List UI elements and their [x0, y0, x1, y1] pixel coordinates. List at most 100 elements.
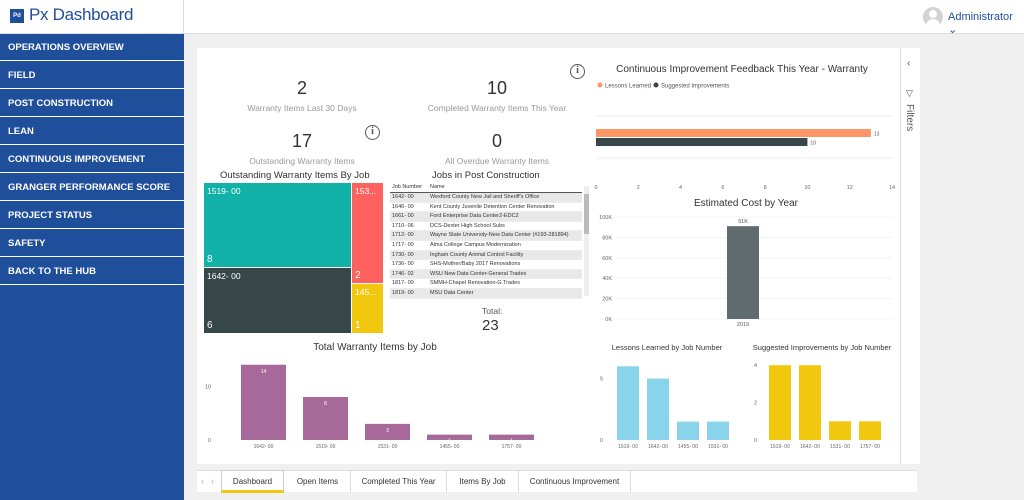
treemap-tile[interactable]: 145... 1 — [352, 284, 383, 333]
x-tick-label: 1757- 00 — [860, 444, 880, 450]
filters-label[interactable]: Filters — [904, 104, 915, 132]
kpi-completed-this-year[interactable]: 10 Completed Warranty Items This Year — [422, 78, 572, 113]
warranty-by-job-chart[interactable]: Total Warranty Items by Job 0 10 1642- 00… — [197, 340, 577, 458]
tile-value: 6 — [207, 320, 213, 331]
sidebar-item-post-construction[interactable]: POST CONSTRUCTION — [0, 90, 184, 117]
table-cell: SMMH-Chapel Renovation-G.Trades — [430, 280, 520, 287]
tile-label: 1519- 00 — [207, 186, 241, 196]
app-title: Px Dashboard — [29, 5, 134, 24]
legend-entry[interactable]: Lessons Learned — [605, 84, 651, 90]
kpi-overdue-warranty[interactable]: 0 All Overdue Warranty Items — [422, 131, 572, 166]
x-tick-label: 2019 — [737, 322, 749, 328]
chart-bar[interactable] — [799, 365, 821, 440]
chart-bar[interactable] — [596, 138, 808, 146]
table-row[interactable]: 1642- 00 Wexford County New Jail and Sher… — [390, 193, 582, 203]
table-row[interactable]: 1746- 02 WSU New Data Center-General Trad… — [390, 269, 582, 280]
table-row[interactable]: 1661- 00 Ford Enterprise Data Center2-EDC… — [390, 212, 582, 222]
chart-bar[interactable] — [647, 378, 669, 440]
sidebar-item-lean[interactable]: LEAN — [0, 118, 184, 145]
kpi-label: All Overdue Warranty Items — [444, 156, 550, 166]
x-tick-label: 1531- 00 — [378, 444, 398, 450]
chart-bar[interactable] — [677, 421, 699, 440]
x-tick-label: 1642- 00 — [800, 444, 820, 450]
table-cell: MSU Data Center — [430, 289, 474, 296]
y-tick-label: 2 — [754, 401, 757, 407]
sidebar-item-granger-performance-score[interactable]: GRANGER PERFORMANCE SCORE — [0, 174, 184, 201]
cost-chart[interactable]: Estimated Cost by Year 0K 20K 40K 60K 80K 100… — [592, 196, 900, 331]
info-icon[interactable]: i — [570, 64, 585, 79]
tab-continuous-improvement[interactable]: Continuous Improvement — [519, 471, 631, 493]
feedback-chart[interactable]: Continuous Improvement Feedback This Yea… — [592, 56, 900, 196]
chart-bar[interactable] — [829, 421, 851, 440]
tab-next-icon[interactable]: › — [211, 476, 214, 486]
kpi-label: Completed Warranty Items This Year — [427, 103, 567, 113]
tile-value: 1 — [355, 320, 361, 331]
chart-bar[interactable] — [241, 364, 286, 440]
kpi-warranty-30-days[interactable]: 2 Warranty Items Last 30 Days — [227, 78, 377, 113]
y-tick-label: 40K — [602, 276, 612, 282]
filters-pane[interactable]: ‹ ▽ Filters — [900, 48, 920, 464]
sidebar-item-project-status[interactable]: PROJECT STATUS — [0, 202, 184, 229]
treemap-tile[interactable]: 153... 2 — [352, 183, 383, 283]
y-tick-label: 20K — [602, 297, 612, 303]
y-tick-label: 0 — [208, 438, 211, 444]
suggested-by-job-chart[interactable]: Suggested Improvements by Job Number 0 2 4… — [745, 340, 900, 458]
app-logo-icon: Pd — [10, 9, 24, 23]
sidebar-item-field[interactable]: FIELD — [0, 62, 184, 89]
column-header[interactable]: Name — [430, 184, 445, 190]
y-tick-label: 100K — [599, 215, 612, 221]
kpi-value: 10 — [486, 78, 508, 98]
kpi-label: Outstanding Warranty Items — [249, 156, 355, 166]
chart-bar[interactable] — [303, 397, 348, 440]
chart-bar[interactable] — [427, 434, 472, 440]
user-avatar-icon[interactable] — [923, 7, 943, 27]
table-scrollbar[interactable] — [584, 186, 589, 296]
data-label: 10 — [810, 141, 816, 147]
sidebar-item-continuous-improvement[interactable]: CONTINUOUS IMPROVEMENT — [0, 146, 184, 173]
scrollbar-thumb[interactable] — [584, 194, 589, 234]
chart-bar[interactable] — [596, 129, 871, 137]
y-tick-label: 60K — [602, 256, 612, 262]
treemap-tile[interactable]: 1519- 00 8 — [204, 183, 351, 267]
table-row[interactable]: 1717- 00 Alma College Campus Modernizatio… — [390, 241, 582, 251]
table-row[interactable]: 1730- 00 Ingham County Animal Control Fac… — [390, 250, 582, 261]
table-row[interactable]: 1736- 00 SHS-Mother/Baby 2017 Renovations — [390, 260, 582, 270]
table-row[interactable]: 1819- 00 MSU Data Center — [390, 288, 582, 299]
sidebar-item-operations-overview[interactable]: OPERATIONS OVERVIEW — [0, 34, 184, 61]
column-header[interactable]: Job Number — [392, 184, 422, 190]
tab-completed-this-year[interactable]: Completed This Year — [351, 471, 447, 493]
tab-dashboard[interactable]: Dashboard — [221, 470, 284, 493]
jobs-table[interactable]: Job Number Name 1642- 00 Wexford County N… — [390, 184, 582, 302]
chevron-left-icon[interactable]: ‹ — [907, 58, 911, 69]
data-label: 14 — [261, 369, 267, 375]
sidebar-item-back-to-hub[interactable]: BACK TO THE HUB — [0, 258, 184, 285]
y-tick-label: 10 — [205, 384, 211, 390]
tab-items-by-job[interactable]: Items By Job — [447, 471, 519, 493]
chart-bar[interactable] — [365, 423, 410, 440]
treemap-tile[interactable]: 1642- 00 6 — [204, 268, 351, 333]
tab-prev-icon[interactable]: ‹ — [201, 476, 204, 486]
chart-bar[interactable] — [489, 434, 534, 440]
lessons-by-job-chart[interactable]: Lessons Learned by Job Number 0 5 1519- 0… — [595, 340, 740, 458]
legend-marker — [597, 82, 603, 88]
table-row[interactable]: 1817- 00 SMMH-Chapel Renovation-G.Trades — [390, 279, 582, 289]
legend-entry[interactable]: Suggested Improvements — [661, 84, 729, 90]
x-tick-label: 1519- 00 — [618, 444, 638, 450]
chart-bar[interactable] — [617, 366, 639, 440]
table-row[interactable]: 1710- 06 DCS-Dexter High School Subs — [390, 222, 582, 232]
info-icon[interactable]: i — [365, 125, 380, 140]
y-tick-label: 0K — [605, 317, 612, 323]
sidebar-item-safety[interactable]: SAFETY — [0, 230, 184, 257]
data-label: 91K — [738, 219, 748, 225]
chart-bar[interactable] — [769, 365, 791, 440]
tab-open-items[interactable]: Open Items — [285, 471, 351, 493]
chart-bar[interactable] — [707, 421, 729, 440]
chart-bar[interactable] — [859, 421, 881, 440]
kpi-outstanding-warranty[interactable]: 17 Outstanding Warranty Items — [227, 131, 377, 166]
user-menu[interactable]: Administrator ⌄ — [948, 11, 1013, 36]
table-row[interactable]: 1646- 00 Kent County Juvenile Detention C… — [390, 203, 582, 213]
sidebar-nav: OPERATIONS OVERVIEW FIELD POST CONSTRUCT… — [0, 34, 184, 500]
x-tick-label: 1642- 00 — [254, 444, 274, 450]
table-row[interactable]: 1712- 00 Wayne State University-New Data … — [390, 231, 582, 241]
chart-bar[interactable] — [727, 226, 759, 319]
